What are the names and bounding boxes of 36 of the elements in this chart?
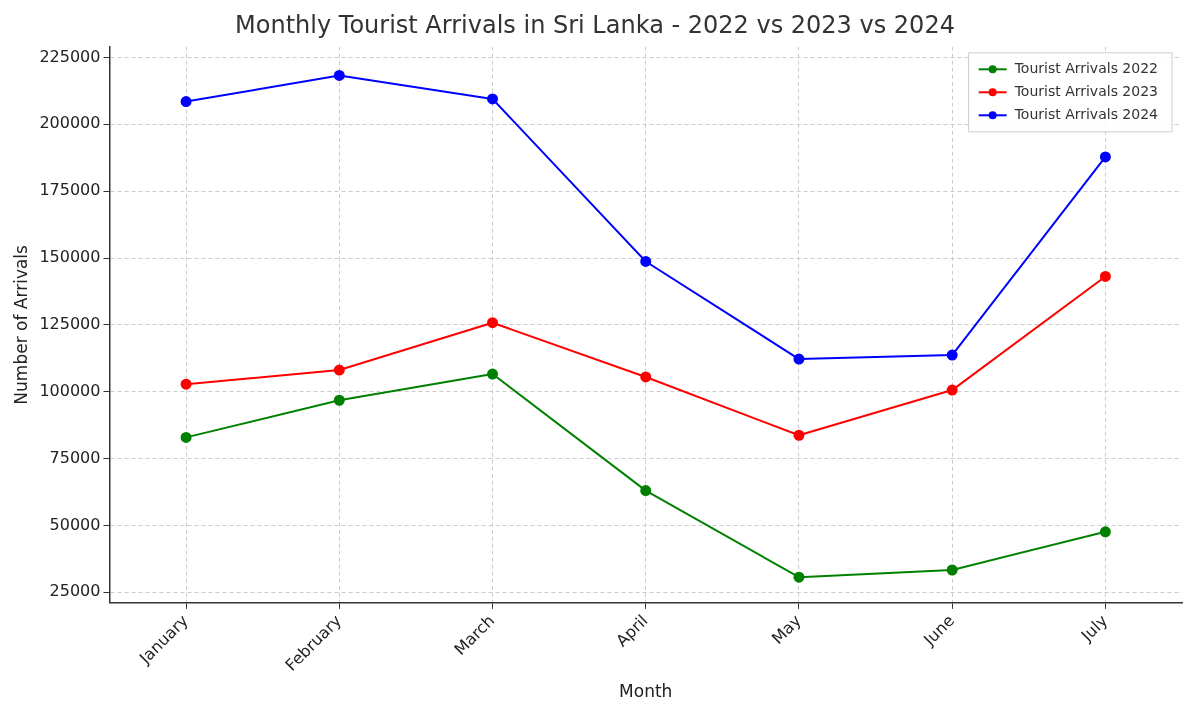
- x-axis-title: Month: [619, 681, 673, 702]
- legend-label: Tourist Arrivals 2024: [1013, 105, 1159, 122]
- point: [180, 431, 192, 443]
- point: [333, 69, 345, 81]
- point: [793, 571, 805, 583]
- y-axis-title: Number of Arrivals: [10, 244, 31, 405]
- point: [793, 353, 805, 365]
- point: [333, 394, 345, 406]
- point: [1099, 526, 1111, 538]
- point: [946, 349, 958, 361]
- point: [1099, 151, 1111, 163]
- y-tick-label: 50000: [49, 514, 101, 534]
- point: [180, 378, 192, 390]
- point: [487, 93, 499, 105]
- chart-title: Monthly Tourist Arrivals in Sri Lanka - 2022 vs 2023 vs 2024: [235, 10, 955, 39]
- y-tick-label: 150000: [39, 247, 101, 267]
- y-tick-label: 200000: [39, 113, 101, 133]
- point: [487, 368, 499, 380]
- y-tick-label: 125000: [39, 314, 101, 333]
- point: [180, 96, 192, 108]
- point: [1099, 270, 1111, 282]
- y-tick-label: 225000: [39, 46, 101, 66]
- point: [793, 429, 805, 441]
- point: [640, 255, 652, 267]
- y-tick-label: 75000: [49, 447, 101, 467]
- point: [487, 317, 499, 329]
- point: [946, 384, 958, 396]
- point: [946, 564, 958, 576]
- y-tick-label: 175000: [39, 180, 101, 200]
- legend-label: Tourist Arrivals 2023: [1013, 82, 1159, 99]
- legend-label: Tourist Arrivals 2022: [1013, 59, 1159, 76]
- point: [333, 364, 345, 376]
- y-tick-label: 100000: [39, 380, 101, 400]
- point: [640, 371, 652, 383]
- y-tick-label: 25000: [49, 581, 101, 601]
- point: [640, 485, 652, 497]
